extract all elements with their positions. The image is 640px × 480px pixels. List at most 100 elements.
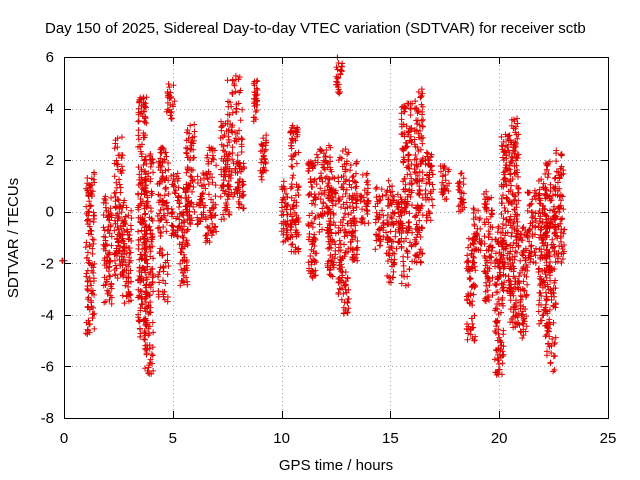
data-point (119, 292, 126, 299)
data-point (142, 321, 149, 328)
data-point (90, 169, 97, 176)
data-point (397, 194, 404, 201)
data-point (465, 263, 472, 270)
data-point (211, 223, 218, 230)
data-point (506, 217, 513, 224)
data-point (496, 334, 503, 341)
data-point (220, 122, 227, 129)
data-point (493, 318, 500, 325)
data-point (311, 193, 318, 200)
data-point (125, 274, 132, 281)
data-point (239, 106, 246, 113)
data-point (226, 150, 233, 157)
data-point (143, 177, 150, 184)
data-point (511, 304, 518, 311)
data-point (361, 220, 368, 227)
data-point (162, 185, 169, 192)
data-point (278, 228, 285, 235)
data-point (187, 200, 194, 207)
data-point (332, 222, 339, 229)
data-point (514, 230, 521, 237)
data-point (168, 173, 175, 180)
data-point (120, 256, 127, 263)
data-point (288, 135, 295, 142)
data-point (560, 206, 567, 213)
data-point (548, 197, 555, 204)
data-point (184, 242, 191, 249)
data-point (239, 182, 246, 189)
data-point (510, 116, 517, 123)
data-point (495, 361, 502, 368)
data-point (177, 249, 184, 256)
data-point (89, 245, 96, 252)
data-point (122, 282, 129, 289)
data-point (169, 181, 176, 188)
data-point (341, 233, 348, 240)
data-point (411, 156, 418, 163)
data-point (126, 245, 133, 252)
data-point (507, 159, 514, 166)
data-point (524, 207, 531, 214)
data-point (147, 248, 154, 255)
data-point (424, 150, 431, 157)
data-point (346, 203, 353, 210)
data-point (126, 254, 133, 261)
data-point (138, 150, 145, 157)
data-point (413, 221, 420, 228)
data-point (288, 163, 295, 170)
data-point (138, 227, 145, 234)
data-point (406, 266, 413, 273)
data-point (89, 250, 96, 257)
data-point (476, 216, 483, 223)
data-point (543, 225, 550, 232)
data-point (121, 227, 128, 234)
data-point (345, 305, 352, 312)
data-point (88, 227, 95, 234)
data-point (464, 336, 471, 343)
data-point (489, 274, 496, 281)
data-point (183, 150, 190, 157)
data-point (136, 171, 143, 178)
data-point (90, 209, 97, 216)
data-point (557, 229, 564, 236)
data-point (325, 245, 332, 252)
data-point (230, 160, 237, 167)
data-point (103, 207, 110, 214)
data-point (339, 222, 346, 229)
data-point (148, 351, 155, 358)
data-point (460, 196, 467, 203)
data-point (324, 227, 331, 234)
data-point (524, 233, 531, 240)
data-point (549, 236, 556, 243)
data-point (240, 181, 247, 188)
data-point (483, 282, 490, 289)
data-point (224, 155, 231, 162)
data-point (503, 216, 510, 223)
data-point (500, 271, 507, 278)
data-point (145, 325, 152, 332)
data-point (313, 250, 320, 257)
data-point (398, 244, 405, 251)
data-point (495, 263, 502, 270)
x-tick-label: 10 (273, 430, 290, 447)
data-point (517, 286, 524, 293)
data-point (488, 254, 495, 261)
data-point (513, 249, 520, 256)
data-point (495, 296, 502, 303)
data-point (89, 315, 96, 322)
data-point (169, 211, 176, 218)
data-point (508, 263, 515, 270)
data-point (160, 206, 167, 213)
data-point (212, 182, 219, 189)
data-point (498, 251, 505, 258)
data-point (111, 190, 118, 197)
data-point (532, 215, 539, 222)
data-point (164, 90, 171, 97)
data-point (501, 148, 508, 155)
data-point (377, 196, 384, 203)
data-point (180, 270, 187, 277)
data-point (258, 176, 265, 183)
data-point (332, 241, 339, 248)
data-point (144, 204, 151, 211)
data-point (330, 211, 337, 218)
